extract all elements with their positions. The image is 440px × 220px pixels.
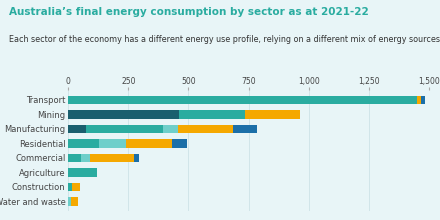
Bar (86, 125, 163, 133)
Bar (68, 139, 99, 148)
Bar (68, 125, 86, 133)
Text: Each sector of the economy has a different energy use profile, relying on a diff: Each sector of the economy has a differe… (9, 35, 440, 44)
Bar (68, 197, 71, 206)
Bar (71, 197, 78, 206)
Bar (134, 154, 139, 162)
Bar (172, 139, 187, 148)
Bar (72, 183, 80, 191)
Bar (68, 154, 81, 162)
Bar (90, 154, 134, 162)
Bar (245, 110, 301, 119)
Bar (68, 168, 97, 177)
Bar (68, 183, 72, 191)
Bar (233, 125, 257, 133)
Bar (68, 96, 417, 104)
Bar (178, 125, 233, 133)
Bar (81, 154, 90, 162)
Bar (417, 96, 422, 104)
Bar (163, 125, 178, 133)
Bar (68, 110, 179, 119)
Bar (126, 139, 172, 148)
Bar (179, 110, 245, 119)
Text: Australia’s final energy consumption by sector as at 2021-22: Australia’s final energy consumption by … (9, 7, 369, 16)
Bar (422, 96, 425, 104)
Bar (99, 139, 126, 148)
